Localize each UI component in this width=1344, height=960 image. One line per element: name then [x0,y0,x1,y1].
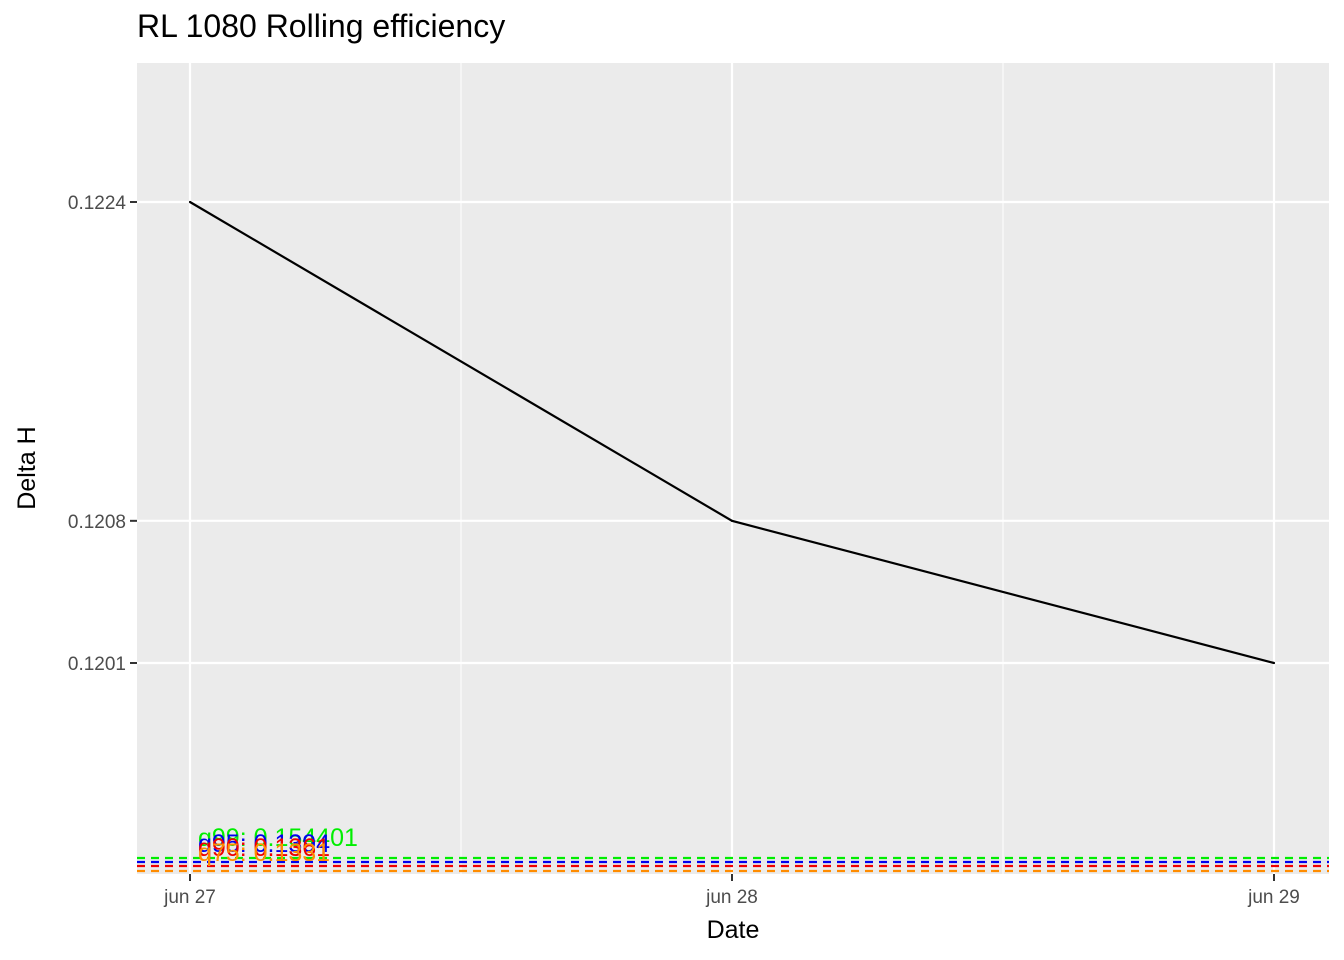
x-tick-label: jun 29 [1247,887,1300,908]
data-point [730,519,734,522]
chart-title: RL 1080 Rolling efficiency [137,8,506,44]
reference-line-label: q90: 0.1361 [198,834,330,862]
data-point [188,200,192,204]
y-tick-label: 0.1208 [68,512,126,533]
y-tick-label: 0.1224 [68,193,127,214]
y-axis-title: Delta H [13,426,41,509]
y-tick-label: 0.1201 [68,654,126,675]
x-tick-label: jun 28 [705,887,758,908]
reference-line-label: q95: 0.1394 [198,830,330,858]
reference-lines [137,856,1329,873]
y-axis: 0.1224 0.1208 0.1201 [68,193,137,675]
data-series [188,200,1276,665]
x-axis-title: Date [707,916,760,944]
reference-line-label: q99: 0.154401 [198,824,358,852]
reference-line-label: q75: 0.1331 [198,839,330,867]
x-tick-label: jun 27 [163,887,216,908]
data-point [1272,661,1276,665]
x-axis: jun 27 jun 28 jun 29 [163,874,1300,908]
